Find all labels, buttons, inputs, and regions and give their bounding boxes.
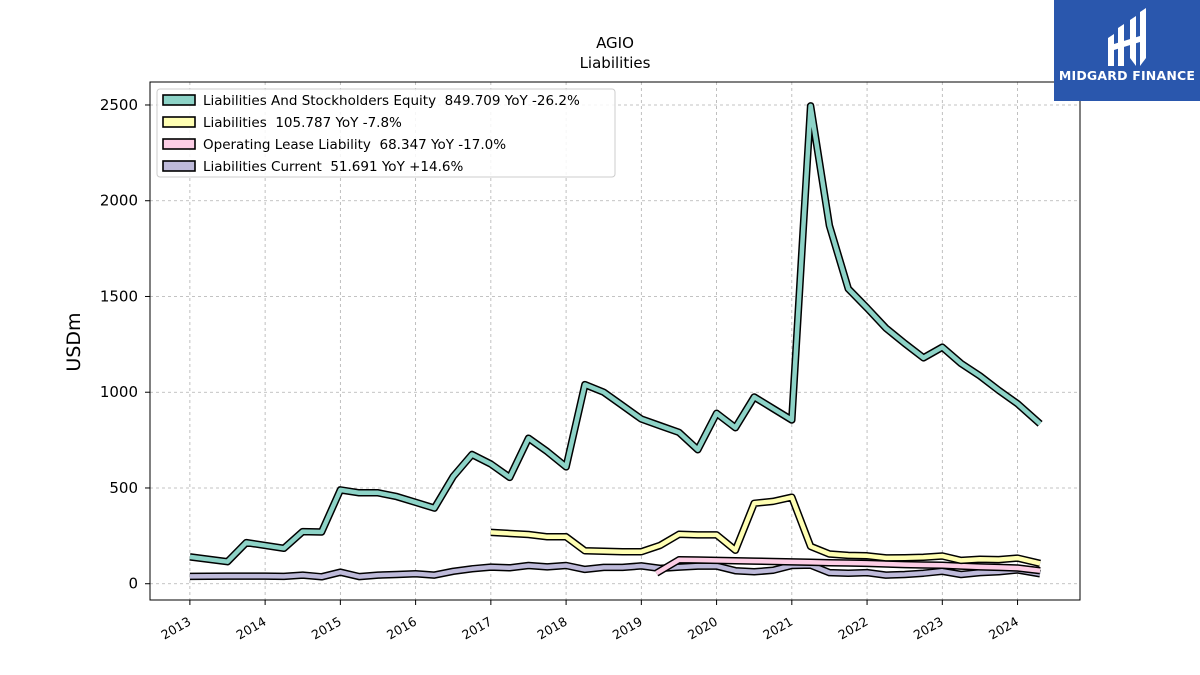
y-tick-label: 500 <box>109 479 138 497</box>
plot-frame <box>149 81 1081 601</box>
legend: Liabilities And Stockholders Equity 849.… <box>156 88 616 178</box>
series-line <box>655 557 1041 576</box>
legend-label: Operating Lease Liability 68.347 YoY -17… <box>203 137 506 153</box>
legend-swatch <box>162 94 196 106</box>
legend-label: Liabilities And Stockholders Equity 849.… <box>203 93 580 109</box>
legend-swatch <box>162 138 196 150</box>
y-axis-label: USDm <box>63 312 85 371</box>
x-tick-label: 2017 <box>459 614 494 643</box>
legend-label: Liabilities Current 51.691 YoY +14.6% <box>203 159 463 175</box>
x-tick-label: 2014 <box>234 614 269 643</box>
x-tick-label: 2013 <box>158 614 193 643</box>
y-tick-label: 2500 <box>100 96 138 114</box>
brand-logo: MIDGARD FINANCE <box>1054 0 1200 101</box>
series-outline <box>490 493 1041 568</box>
legend-swatch <box>162 116 196 128</box>
x-tick-label: 2016 <box>384 614 419 643</box>
chart-title: AGIO <box>596 34 634 52</box>
x-tick-label: 2024 <box>986 614 1021 643</box>
legend-box <box>156 88 616 178</box>
chart-subtitle: Liabilities <box>580 54 651 72</box>
y-tick-label: 1000 <box>100 383 138 401</box>
series-line <box>490 494 1041 566</box>
legend-label: Liabilities 105.787 YoY -7.8% <box>203 115 402 131</box>
y-tick-label: 1500 <box>100 287 138 305</box>
brand-name: MIDGARD FINANCE <box>1058 68 1196 83</box>
x-tick-label: 2019 <box>610 614 645 643</box>
x-tick-label: 2020 <box>685 614 720 643</box>
series-line <box>189 103 1042 564</box>
x-tick-label: 2015 <box>309 614 344 643</box>
legend-swatch <box>162 160 196 172</box>
y-tick-label: 0 <box>128 575 138 593</box>
series-line <box>189 562 1041 580</box>
x-tick-label: 2018 <box>535 614 570 643</box>
x-tick-label: 2022 <box>836 614 871 643</box>
x-tick-label: 2023 <box>911 614 946 643</box>
series-layer <box>189 102 1043 581</box>
midgard-mark-icon <box>1108 8 1146 66</box>
y-tick-label: 2000 <box>100 192 138 210</box>
x-tick-label: 2021 <box>760 614 795 643</box>
